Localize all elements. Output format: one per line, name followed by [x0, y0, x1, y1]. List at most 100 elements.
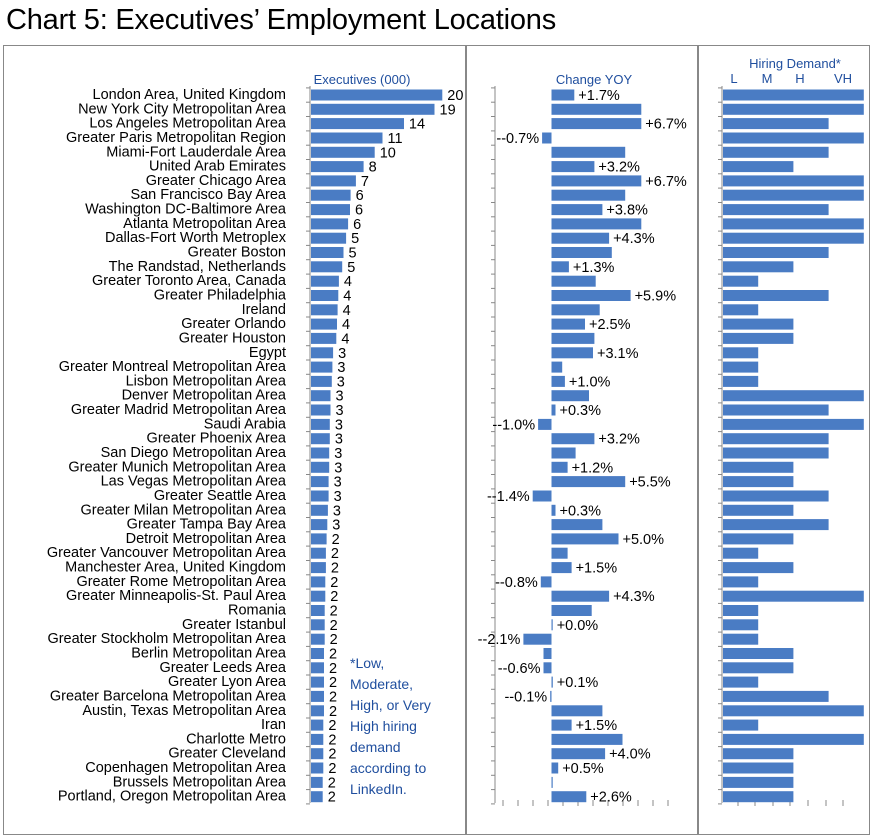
- change-yoy-panel: [466, 45, 698, 835]
- executives-bar: [311, 204, 350, 216]
- executives-bar: [311, 605, 325, 616]
- change-yoy-value-label: --0.8%: [495, 575, 538, 591]
- hiring-demand-bar: [723, 361, 759, 373]
- change-yoy-bar: [551, 118, 642, 130]
- hiring-demand-bar: [723, 648, 794, 659]
- change-yoy-bar: [551, 261, 569, 273]
- executives-bar: [311, 290, 339, 301]
- category-label: Brussels Metropolitan Area: [113, 774, 287, 790]
- executives-value-label: 3: [335, 432, 343, 448]
- executives-bar: [311, 733, 324, 745]
- executives-bar: [311, 776, 323, 788]
- executives-bar: [311, 633, 325, 645]
- change-yoy-bar: [551, 504, 556, 516]
- hiring-demand-bar: [723, 619, 759, 631]
- category-label: Saudi Arabia: [204, 416, 287, 432]
- category-label: Manchester Area, United Kingdom: [65, 560, 286, 576]
- hiring-demand-bar: [723, 175, 864, 187]
- executives-value-label: 3: [335, 417, 343, 433]
- change-yoy-value-label: +3.2%: [598, 160, 640, 176]
- category-label: Greater Istanbul: [182, 617, 286, 633]
- executives-bar: [311, 762, 324, 774]
- executives-value-label: 5: [347, 260, 355, 276]
- change-yoy-bar: [551, 461, 568, 473]
- hiring-demand-scale-label: M: [762, 71, 773, 86]
- category-label: San Francisco Bay Area: [130, 187, 286, 203]
- executives-value-label: 3: [337, 360, 345, 376]
- executives-value-label: 3: [334, 460, 342, 476]
- change-yoy-bar: [551, 146, 626, 158]
- category-label: Denver Metropolitan Area: [122, 388, 287, 404]
- executives-value-label: 2: [329, 647, 337, 663]
- change-yoy-bar: [551, 762, 559, 774]
- hiring-demand-bar: [723, 791, 794, 803]
- category-label: The Randstad, Netherlands: [109, 259, 286, 275]
- executives-bar: [311, 304, 338, 316]
- change-yoy-bar: [551, 476, 626, 488]
- hiring-demand-bar: [723, 633, 759, 645]
- executives-value-label: 2: [332, 532, 340, 548]
- change-yoy-bar: [551, 719, 572, 731]
- executives-value-label: 10: [380, 145, 396, 161]
- hiring-demand-bar: [723, 304, 759, 316]
- executives-value-label: 2: [330, 632, 338, 648]
- executives-value-label: 2: [330, 618, 338, 634]
- hiring-demand-bar: [723, 404, 829, 416]
- change-yoy-bar: [551, 447, 576, 459]
- hiring-demand-bar: [723, 533, 794, 545]
- category-label: Greater Phoenix Area: [147, 431, 287, 447]
- executives-bar: [311, 791, 323, 803]
- executives-bar: [311, 490, 329, 502]
- change-yoy-value-label: +3.1%: [597, 346, 639, 362]
- executives-bar: [311, 247, 344, 258]
- change-yoy-value-label: +1.7%: [578, 88, 620, 104]
- hiring-demand-panel-title: Hiring Demand*: [749, 56, 841, 71]
- change-yoy-bar: [551, 361, 563, 373]
- hiring-demand-bar: [723, 375, 759, 387]
- change-yoy-value-label: +1.2%: [572, 460, 614, 476]
- chart-title: Chart 5: Executives’ Employment Location…: [6, 4, 557, 36]
- executives-bar: [311, 705, 324, 717]
- executives-bar: [311, 189, 351, 201]
- change-yoy-bar: [538, 418, 552, 430]
- change-yoy-bar: [551, 605, 592, 616]
- executives-value-label: 3: [336, 389, 344, 405]
- executives-bar: [311, 146, 375, 158]
- category-label: Austin, Texas Metropolitan Area: [82, 703, 287, 719]
- category-label: Greater Philadelphia: [154, 288, 287, 304]
- executives-value-label: 11: [388, 131, 403, 147]
- hiring-demand-bar: [723, 247, 829, 258]
- executives-bar: [311, 418, 330, 430]
- hiring-demand-bar: [723, 103, 864, 115]
- executives-bar: [311, 347, 334, 359]
- executives-value-label: 3: [337, 374, 345, 390]
- executives-bar: [311, 218, 349, 230]
- change-yoy-value-label: +3.8%: [606, 203, 648, 219]
- executives-value-label: 4: [343, 303, 351, 319]
- executives-bar: [311, 332, 337, 344]
- executives-bar: [311, 404, 331, 416]
- change-yoy-value-label: --0.1%: [504, 689, 547, 705]
- hiring-demand-scale-label: VH: [834, 71, 852, 86]
- hiring-demand-scale-label: L: [730, 71, 737, 86]
- change-yoy-value-label: +1.5%: [576, 718, 618, 734]
- change-yoy-bar: [551, 189, 626, 201]
- executives-value-label: 20: [447, 88, 463, 104]
- change-yoy-bar: [551, 290, 631, 301]
- change-yoy-value-label: +2.6%: [590, 790, 632, 806]
- executives-bar: [311, 89, 443, 101]
- executives-bar: [311, 547, 326, 559]
- executives-bar: [311, 161, 364, 173]
- executives-bar: [311, 132, 383, 144]
- executives-bar: [311, 676, 324, 688]
- hiring-demand-bar: [723, 576, 759, 588]
- executives-value-label: 2: [329, 704, 337, 720]
- executives-bar: [311, 433, 330, 445]
- executives-value-label: 3: [333, 503, 341, 519]
- hiring-demand-bar: [723, 562, 794, 574]
- executives-value-label: 2: [328, 747, 336, 763]
- change-yoy-value-label: +5.5%: [629, 475, 671, 491]
- change-yoy-value-label: +1.5%: [576, 561, 618, 577]
- change-yoy-bar: [540, 576, 552, 588]
- hiring-demand-bar: [723, 547, 759, 559]
